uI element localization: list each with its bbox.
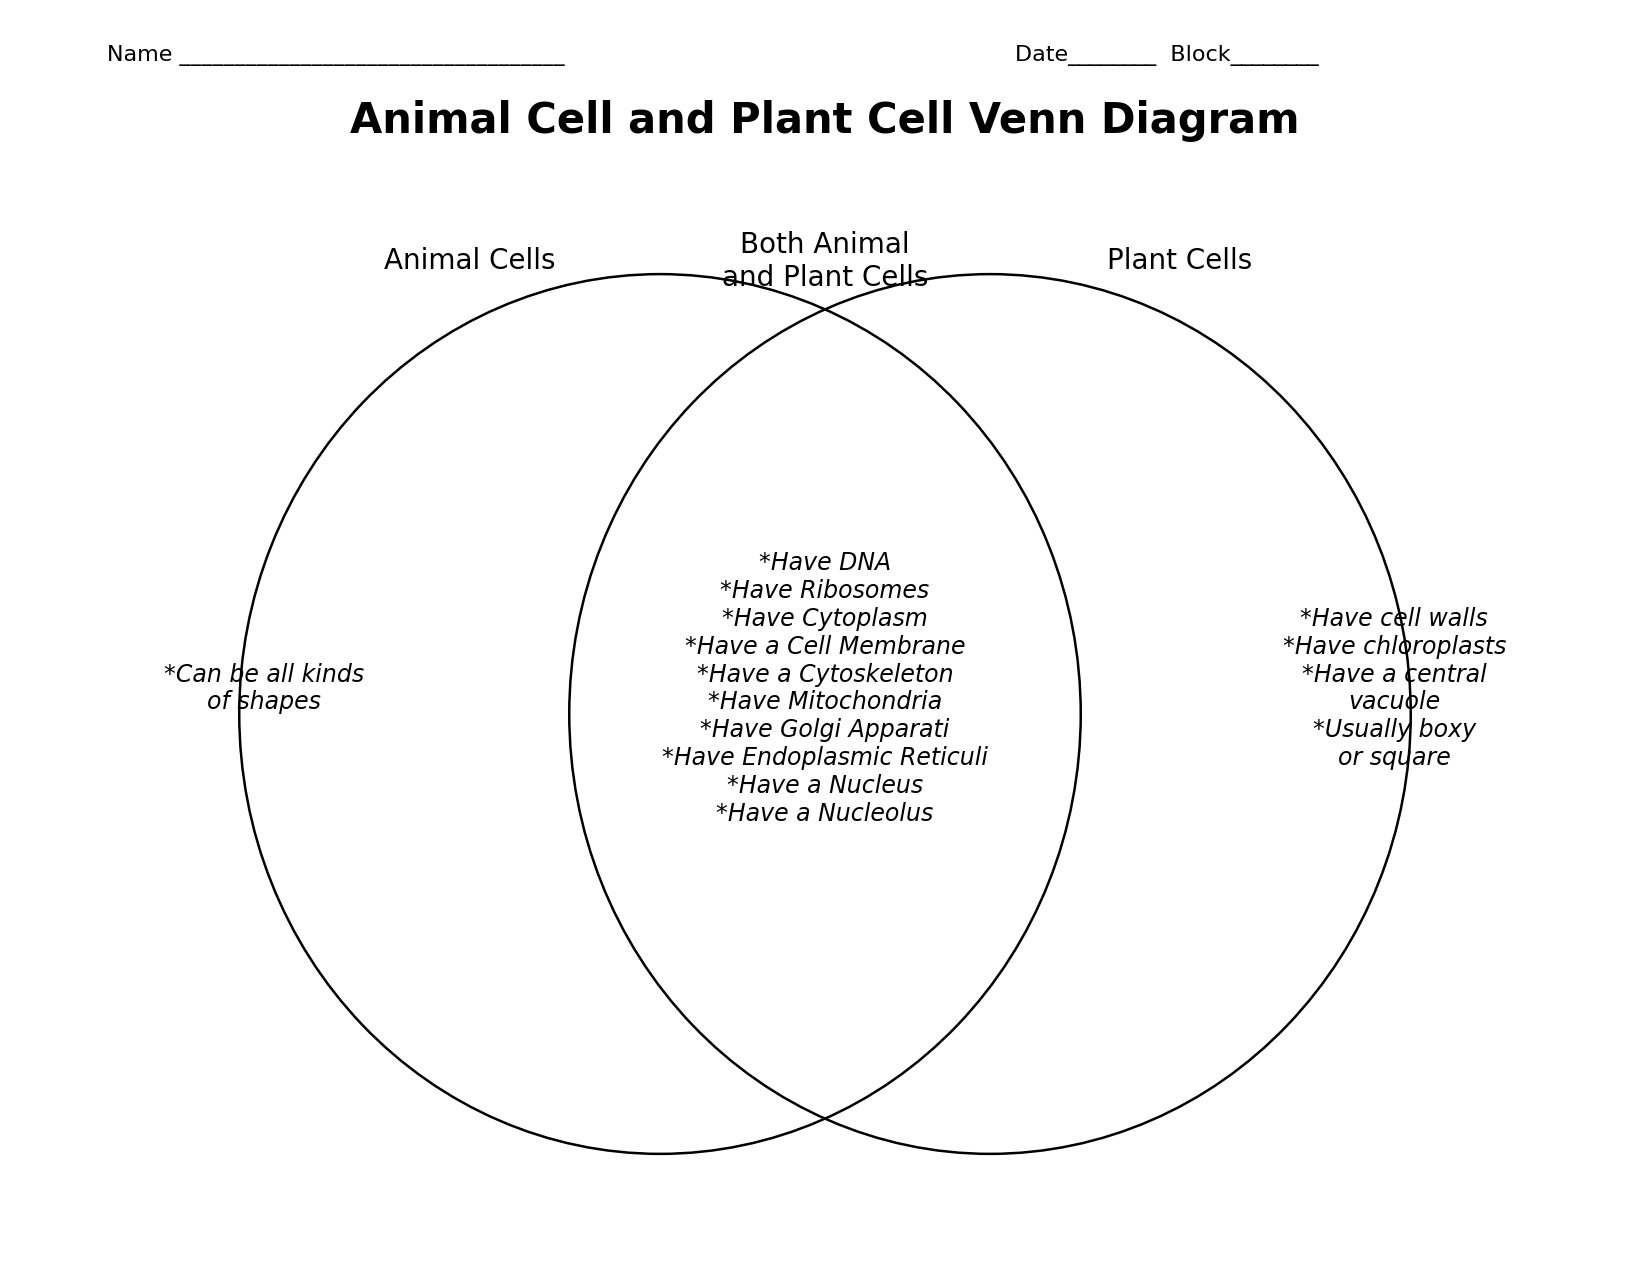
Text: Animal Cell and Plant Cell Venn Diagram: Animal Cell and Plant Cell Venn Diagram xyxy=(350,101,1300,142)
Text: *Have cell walls
*Have chloroplasts
*Have a central
vacuole
*Usually boxy
or squ: *Have cell walls *Have chloroplasts *Hav… xyxy=(1282,607,1506,770)
Text: Name ___________________________________: Name ___________________________________ xyxy=(107,45,564,65)
Text: Date________  Block________: Date________ Block________ xyxy=(1015,45,1318,65)
Text: *Have DNA
*Have Ribosomes
*Have Cytoplasm
*Have a Cell Membrane
*Have a Cytoskel: *Have DNA *Have Ribosomes *Have Cytoplas… xyxy=(662,551,988,826)
Text: Animal Cells: Animal Cells xyxy=(384,247,556,275)
Text: Both Animal
and Plant Cells: Both Animal and Plant Cells xyxy=(721,231,929,292)
Text: Plant Cells: Plant Cells xyxy=(1107,247,1252,275)
Text: *Can be all kinds
of shapes: *Can be all kinds of shapes xyxy=(163,663,365,714)
